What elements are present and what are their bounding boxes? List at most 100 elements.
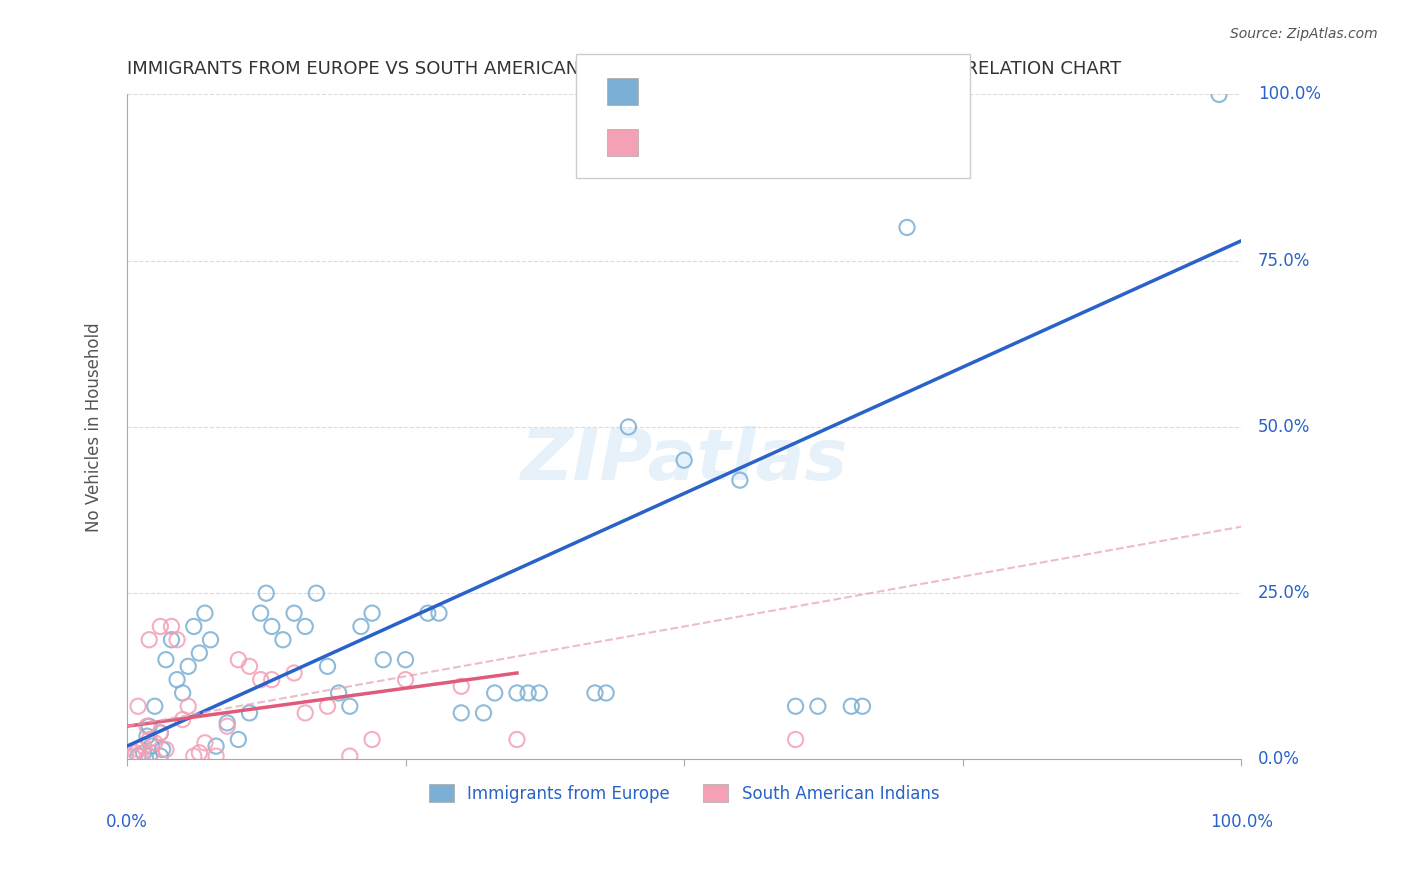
Point — [149, 726, 172, 740]
Point — [177, 699, 200, 714]
Point — [728, 473, 751, 487]
Point — [132, 746, 155, 760]
Point — [427, 606, 450, 620]
Point — [127, 742, 149, 756]
Point — [149, 726, 172, 740]
Point — [200, 632, 222, 647]
Legend: Immigrants from Europe, South American Indians: Immigrants from Europe, South American I… — [420, 776, 948, 811]
Point — [138, 732, 160, 747]
Point — [172, 713, 194, 727]
Point — [152, 742, 174, 756]
Point — [361, 606, 384, 620]
Point — [807, 699, 830, 714]
Point — [217, 719, 239, 733]
Point — [785, 699, 807, 714]
Point — [249, 606, 271, 620]
Point — [149, 619, 172, 633]
Point — [839, 699, 862, 714]
Point — [339, 699, 361, 714]
Point — [328, 686, 350, 700]
Point — [143, 736, 166, 750]
Text: R = 0.681    N = 56: R = 0.681 N = 56 — [647, 82, 808, 100]
Point — [217, 715, 239, 730]
Point — [394, 653, 416, 667]
Point — [160, 619, 183, 633]
Point — [450, 706, 472, 720]
Text: 75.0%: 75.0% — [1258, 252, 1310, 269]
Point — [283, 665, 305, 680]
Text: ZIPatlas: ZIPatlas — [520, 425, 848, 495]
Point — [155, 653, 177, 667]
Point — [595, 686, 617, 700]
Point — [617, 420, 640, 434]
Point — [450, 679, 472, 693]
Point — [851, 699, 873, 714]
Point — [249, 673, 271, 687]
Point — [260, 673, 283, 687]
Point — [166, 673, 188, 687]
Point — [583, 686, 606, 700]
Point — [136, 719, 159, 733]
Point — [138, 632, 160, 647]
Text: 100.0%: 100.0% — [1258, 86, 1322, 103]
Point — [517, 686, 540, 700]
Point — [194, 606, 217, 620]
Point — [149, 749, 172, 764]
Point — [194, 736, 217, 750]
Point — [172, 686, 194, 700]
Point — [394, 673, 416, 687]
Text: R = 0.193    N = 36: R = 0.193 N = 36 — [647, 132, 810, 150]
Point — [129, 749, 152, 764]
Point — [283, 606, 305, 620]
Point — [228, 732, 250, 747]
Point — [373, 653, 395, 667]
Text: IMMIGRANTS FROM EUROPE VS SOUTH AMERICAN INDIAN NO VEHICLES IN HOUSEHOLD CORRELA: IMMIGRANTS FROM EUROPE VS SOUTH AMERICAN… — [127, 60, 1121, 78]
Text: 25.0%: 25.0% — [1258, 584, 1310, 602]
Point — [238, 706, 260, 720]
Point — [121, 749, 143, 764]
Point — [155, 742, 177, 756]
Point — [260, 619, 283, 633]
Point — [177, 659, 200, 673]
Point — [136, 729, 159, 743]
Point — [673, 453, 696, 467]
Point — [238, 659, 260, 673]
Point — [361, 732, 384, 747]
Point — [166, 632, 188, 647]
Point — [305, 586, 328, 600]
Point — [138, 749, 160, 764]
Point — [141, 746, 163, 760]
Point — [472, 706, 495, 720]
Point — [294, 706, 316, 720]
Point — [316, 659, 339, 673]
Point — [1208, 87, 1230, 102]
Point — [271, 632, 294, 647]
Text: 0.0%: 0.0% — [1258, 750, 1301, 768]
Text: Source: ZipAtlas.com: Source: ZipAtlas.com — [1230, 27, 1378, 41]
Point — [127, 699, 149, 714]
Point — [188, 646, 211, 660]
Text: 100.0%: 100.0% — [1209, 813, 1272, 830]
Point — [339, 749, 361, 764]
Point — [506, 732, 529, 747]
Point — [188, 746, 211, 760]
Text: 0.0%: 0.0% — [105, 813, 148, 830]
Point — [138, 719, 160, 733]
Point — [484, 686, 506, 700]
Y-axis label: No Vehicles in Household: No Vehicles in Household — [86, 322, 103, 532]
Point — [183, 749, 205, 764]
Point — [228, 653, 250, 667]
Point — [416, 606, 439, 620]
Point — [141, 739, 163, 753]
Point — [316, 699, 339, 714]
Point — [160, 632, 183, 647]
Text: 50.0%: 50.0% — [1258, 418, 1310, 436]
Point — [127, 749, 149, 764]
Point — [254, 586, 277, 600]
Point — [205, 749, 228, 764]
Point — [183, 619, 205, 633]
Point — [506, 686, 529, 700]
Point — [205, 739, 228, 753]
Point — [529, 686, 551, 700]
Point — [143, 699, 166, 714]
